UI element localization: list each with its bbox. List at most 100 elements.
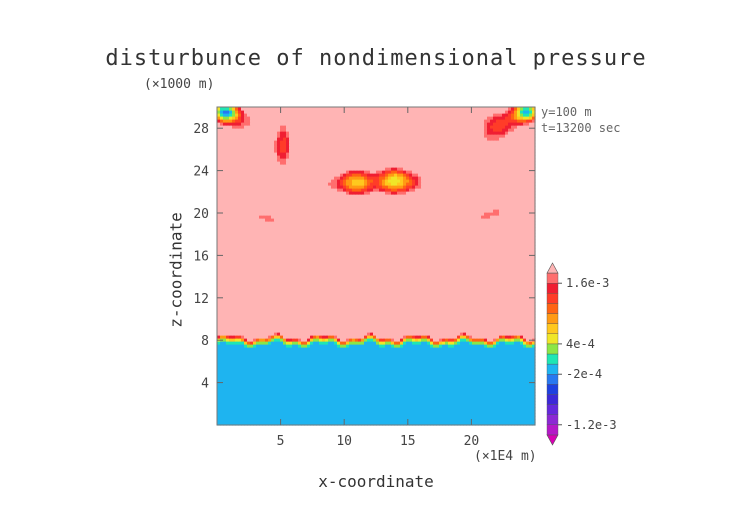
contour-cell [430, 383, 434, 387]
contour-cell [295, 422, 299, 426]
contour-cell [280, 329, 284, 333]
contour-cell [397, 416, 401, 420]
contour-cell [352, 383, 356, 387]
contour-cell [358, 383, 362, 387]
contour-cell [346, 383, 350, 387]
contour-cell [229, 293, 233, 297]
contour-cell [415, 419, 419, 423]
contour-cell [406, 383, 410, 387]
contour-cell [418, 416, 422, 420]
contour-cell [367, 320, 371, 324]
contour-cell [529, 374, 533, 378]
contour-cell [475, 314, 479, 318]
contour-cell [529, 317, 533, 321]
contour-cell [493, 374, 497, 378]
contour-cell [322, 302, 326, 306]
contour-cell [517, 359, 521, 363]
contour-cell [532, 401, 536, 405]
contour-cell [526, 353, 530, 357]
contour-cell [256, 335, 260, 339]
contour-cell [379, 386, 383, 390]
contour-cell [256, 302, 260, 306]
contour-cell [532, 293, 536, 297]
contour-cell [229, 302, 233, 306]
contour-cell [514, 323, 518, 327]
contour-cell [433, 374, 437, 378]
contour-cell [526, 335, 530, 339]
contour-cell [316, 413, 320, 417]
contour-cell [502, 326, 506, 330]
contour-cell [310, 398, 314, 402]
contour-cell [439, 284, 443, 288]
contour-cell [223, 317, 227, 321]
contour-cell [319, 314, 323, 318]
contour-cell [283, 305, 287, 309]
contour-cell [439, 374, 443, 378]
contour-cell [352, 299, 356, 303]
contour-cell [361, 299, 365, 303]
contour-cell [499, 395, 503, 399]
contour-cell [523, 395, 527, 399]
contour-cell [475, 362, 479, 366]
contour-cell [367, 410, 371, 414]
contour-cell [517, 314, 521, 318]
contour-cell [379, 296, 383, 300]
contour-cell [337, 332, 341, 336]
contour-cell [481, 389, 485, 393]
contour-cell [451, 329, 455, 333]
contour-cell [289, 407, 293, 411]
contour-cell [403, 332, 407, 336]
contour-cell [316, 401, 320, 405]
contour-cell [487, 386, 491, 390]
contour-cell [319, 386, 323, 390]
contour-cell [532, 371, 536, 375]
contour-cell [496, 416, 500, 420]
contour-cell [280, 350, 284, 354]
contour-cell [253, 335, 257, 339]
contour-cell [280, 311, 284, 315]
contour-cell [511, 323, 515, 327]
contour-cell [286, 329, 290, 333]
contour-cell [526, 284, 530, 288]
contour-cell [463, 299, 467, 303]
contour-cell [313, 344, 317, 348]
contour-cell [532, 326, 536, 330]
contour-cell [235, 407, 239, 411]
contour-cell [418, 332, 422, 336]
contour-cell [217, 332, 221, 336]
contour-cell [229, 299, 233, 303]
contour-cell [394, 308, 398, 312]
contour-cell [265, 329, 269, 333]
contour-cell [238, 335, 242, 339]
contour-cell [424, 296, 428, 300]
contour-cell [367, 353, 371, 357]
contour-cell [289, 353, 293, 357]
contour-cell [307, 344, 311, 348]
contour-cell [409, 311, 413, 315]
contour-cell [505, 365, 509, 369]
contour-cell [349, 341, 353, 345]
contour-cell [274, 284, 278, 288]
contour-cell [226, 383, 230, 387]
contour-cell [283, 350, 287, 354]
contour-cell [367, 395, 371, 399]
contour-cell [316, 374, 320, 378]
contour-cell [220, 419, 224, 423]
contour-cell [382, 287, 386, 291]
contour-cell [373, 362, 377, 366]
contour-cell [397, 401, 401, 405]
contour-cell [391, 305, 395, 309]
contour-cell [505, 377, 509, 381]
contour-cell [385, 377, 389, 381]
contour-cell [520, 329, 524, 333]
contour-cell [379, 320, 383, 324]
contour-cell [322, 311, 326, 315]
contour-cell [529, 377, 533, 381]
contour-cell [373, 359, 377, 363]
contour-cell [520, 350, 524, 354]
contour-cell [451, 392, 455, 396]
contour-cell [370, 374, 374, 378]
contour-cell [319, 380, 323, 384]
contour-cell [217, 353, 221, 357]
contour-cell [265, 347, 269, 351]
